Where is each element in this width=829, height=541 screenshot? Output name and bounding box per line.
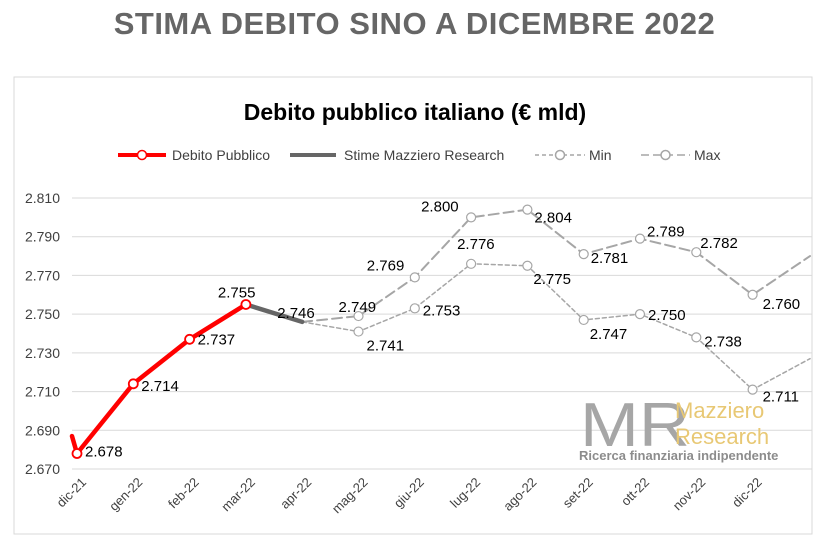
data-point	[466, 258, 477, 269]
legend-label: Stime Mazziero Research	[344, 147, 504, 163]
data-point	[747, 289, 758, 300]
logo-tagline: Ricerca finanziaria indipendente	[579, 448, 778, 463]
chart-title: Debito pubblico italiano (€ mld)	[244, 99, 586, 125]
data-point	[409, 272, 420, 283]
series-layer	[69, 204, 811, 459]
y-tick-label: 2.790	[25, 229, 60, 245]
data-label: 2.714	[141, 378, 179, 395]
series-line	[301, 208, 811, 323]
y-tick-label: 2.770	[25, 267, 60, 283]
data-point	[184, 333, 196, 345]
data-point	[578, 314, 589, 326]
data-label: 2.737	[198, 331, 236, 348]
data-label: 2.741	[367, 338, 405, 355]
data-label: 2.776	[457, 236, 495, 253]
data-label: 2.747	[590, 326, 628, 343]
data-point	[409, 303, 420, 314]
data-labels: 2.678 2.714 2.737 2.755 2.746 2.741 2.753 2.776…	[85, 198, 800, 460]
legend: Debito Pubblico Stime Mazziero Research Mi…	[118, 147, 720, 163]
data-label: 2.804	[534, 210, 572, 227]
data-label: 2.749	[339, 299, 377, 316]
data-point	[522, 204, 533, 215]
data-label: 2.738	[704, 333, 742, 350]
mazziero-logo: MR Mazziero Research Ricerca finanziaria…	[579, 391, 778, 463]
legend-marker	[660, 149, 671, 161]
data-label: 2.775	[533, 271, 571, 288]
data-label: 2.750	[648, 307, 686, 324]
y-axis: 2.670 2.690 2.710 2.730 2.750 2.770 2.790 2.810	[25, 190, 60, 477]
data-point	[634, 233, 646, 244]
data-point	[466, 212, 477, 223]
logo-brand-line2: Research	[675, 424, 769, 449]
legend-entry: Min	[535, 147, 612, 163]
series-max	[301, 204, 811, 323]
data-label: 2.781	[591, 250, 629, 267]
legend-entry: Stime Mazziero Research	[290, 147, 504, 163]
legend-entry: Max	[641, 147, 720, 163]
series-line	[301, 263, 811, 391]
data-point	[353, 310, 364, 322]
data-label: 2.711	[763, 389, 799, 406]
legend-marker	[136, 149, 148, 161]
gridlines	[72, 197, 812, 470]
y-tick-label: 2.710	[25, 384, 60, 400]
data-label: 2.755	[218, 284, 256, 301]
data-point	[127, 378, 139, 390]
data-point	[691, 247, 702, 258]
y-tick-label: 2.730	[25, 345, 60, 361]
data-label: 2.746	[277, 305, 315, 322]
page-title: STIMA DEBITO SINO A DICEMBRE 2022	[113, 6, 716, 41]
data-point	[71, 448, 83, 459]
y-tick-label: 2.750	[25, 306, 60, 322]
y-tick-label: 2.810	[25, 190, 60, 206]
legend-label: Max	[694, 147, 720, 163]
data-label: 2.678	[85, 444, 123, 461]
data-label: 2.800	[421, 198, 459, 215]
data-point	[578, 249, 589, 260]
legend-label: Min	[589, 147, 612, 163]
data-label: 2.782	[700, 235, 738, 252]
data-label: 2.769	[367, 257, 405, 274]
data-point	[353, 326, 364, 337]
data-point	[240, 299, 252, 310]
series-line	[243, 302, 305, 325]
data-label: 2.760	[763, 296, 801, 313]
data-point	[634, 309, 646, 320]
logo-letters: MR	[580, 391, 690, 460]
legend-entry: Debito Pubblico	[118, 147, 270, 163]
y-tick-label: 2.690	[25, 422, 60, 438]
legend-marker	[554, 149, 566, 161]
y-tick-label: 2.670	[25, 461, 60, 477]
data-label: 2.753	[423, 302, 461, 319]
series-min	[301, 258, 811, 395]
data-point	[747, 384, 758, 395]
data-label: 2.789	[647, 224, 685, 241]
data-point	[522, 260, 533, 271]
data-point	[691, 332, 702, 343]
logo-brand-line1: Mazziero	[675, 398, 764, 423]
series-debito-pubblico	[69, 299, 252, 459]
legend-label: Debito Pubblico	[172, 147, 270, 163]
series-stime-mazziero-research	[243, 302, 305, 325]
